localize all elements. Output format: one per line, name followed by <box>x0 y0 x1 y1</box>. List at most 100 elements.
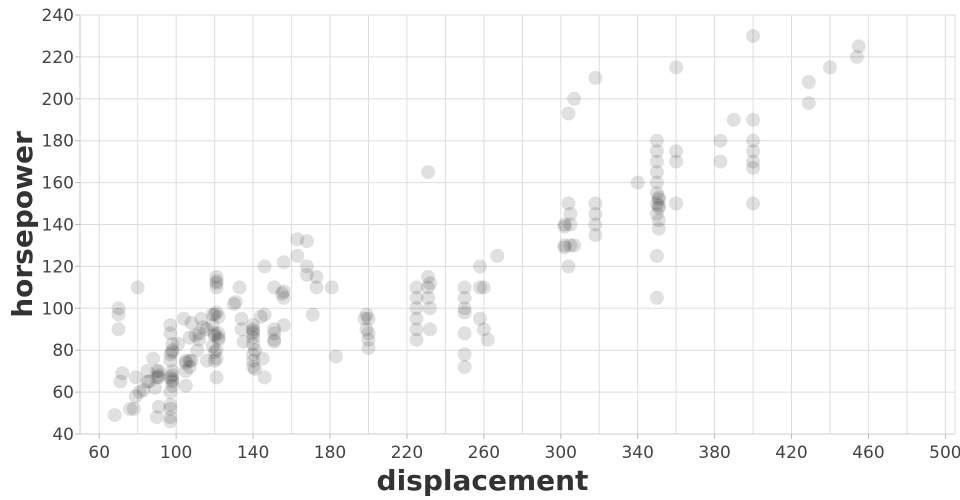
data-point <box>232 280 247 295</box>
data-point <box>557 217 572 232</box>
data-point <box>324 280 339 295</box>
data-point <box>207 345 222 360</box>
data-point <box>111 307 126 322</box>
data-point <box>211 326 226 341</box>
data-point <box>567 238 582 253</box>
grid-lines <box>79 14 956 435</box>
data-point <box>421 165 436 180</box>
data-point <box>480 332 495 347</box>
data-point <box>801 96 816 110</box>
data-point <box>588 228 603 242</box>
data-point <box>113 374 128 389</box>
data-point <box>148 380 162 395</box>
x-tick-label: 100 <box>160 443 192 463</box>
data-point <box>163 370 178 385</box>
data-point <box>713 133 728 148</box>
data-point <box>165 378 180 393</box>
data-point <box>132 385 147 400</box>
data-point <box>151 399 166 414</box>
data-point <box>123 401 137 416</box>
data-point <box>209 280 224 295</box>
data-point <box>209 370 224 385</box>
data-point <box>257 307 272 322</box>
data-point <box>457 280 472 295</box>
data-point <box>669 144 684 159</box>
data-point <box>178 378 193 393</box>
data-point <box>309 269 324 284</box>
data-point <box>226 297 241 312</box>
data-point <box>557 219 572 234</box>
data-point <box>149 370 164 385</box>
data-point <box>274 286 289 301</box>
data-point <box>209 343 224 358</box>
data-point <box>328 349 343 364</box>
data-point <box>423 301 437 316</box>
data-point <box>267 332 282 347</box>
x-tick-label: 460 <box>852 443 884 463</box>
data-point <box>649 196 664 211</box>
data-point <box>409 290 424 305</box>
data-point <box>205 318 220 333</box>
data-point <box>209 274 224 289</box>
data-point <box>165 345 180 360</box>
data-point <box>713 154 728 169</box>
data-point <box>746 196 761 211</box>
y-axis-ticks: 40 60 80 100 120 140 160 180 200 220 240 <box>42 6 80 445</box>
data-point <box>649 207 664 221</box>
data-point <box>209 305 224 320</box>
data-point <box>207 307 222 322</box>
data-point <box>669 196 684 211</box>
data-point <box>457 290 472 305</box>
data-point <box>163 397 178 412</box>
data-point <box>473 311 487 326</box>
data-point <box>359 322 374 337</box>
x-axis-title: displacement <box>377 464 589 497</box>
data-point <box>746 133 761 148</box>
x-tick-label: 260 <box>468 443 500 463</box>
data-point <box>246 336 261 351</box>
data-point <box>165 372 180 387</box>
data-point <box>207 328 222 343</box>
data-point <box>726 112 741 127</box>
data-point <box>457 301 472 316</box>
data-point <box>746 29 761 43</box>
data-point <box>246 322 261 337</box>
data-point <box>182 330 197 345</box>
data-point <box>207 326 222 341</box>
data-point <box>651 192 666 207</box>
data-point <box>267 322 282 337</box>
data-point <box>163 326 178 341</box>
data-point <box>473 280 487 295</box>
data-point <box>184 316 199 330</box>
data-point <box>228 295 243 309</box>
data-point <box>246 330 261 345</box>
data-point <box>649 175 664 190</box>
data-point <box>178 353 193 368</box>
data-point <box>128 389 143 404</box>
data-point <box>151 370 166 385</box>
data-point <box>409 311 424 326</box>
data-point <box>246 326 261 341</box>
x-tick-label: 500 <box>929 443 960 463</box>
data-point <box>361 341 376 356</box>
data-point <box>165 343 180 358</box>
data-point <box>267 334 282 349</box>
data-point <box>457 347 472 362</box>
y-tick-label: 200 <box>42 90 74 110</box>
data-point <box>248 343 262 358</box>
x-tick-label: 220 <box>391 443 423 463</box>
data-point <box>163 401 178 416</box>
data-point <box>567 91 582 106</box>
data-point <box>563 217 578 232</box>
data-point <box>561 196 576 211</box>
x-tick-label: 60 <box>88 443 110 463</box>
data-point <box>163 353 178 368</box>
data-point <box>211 330 226 345</box>
data-point <box>746 112 761 127</box>
data-point <box>557 240 572 255</box>
data-point <box>649 165 664 180</box>
data-point <box>299 259 314 274</box>
data-point <box>246 353 261 368</box>
data-point <box>649 154 664 169</box>
data-point <box>409 280 424 295</box>
